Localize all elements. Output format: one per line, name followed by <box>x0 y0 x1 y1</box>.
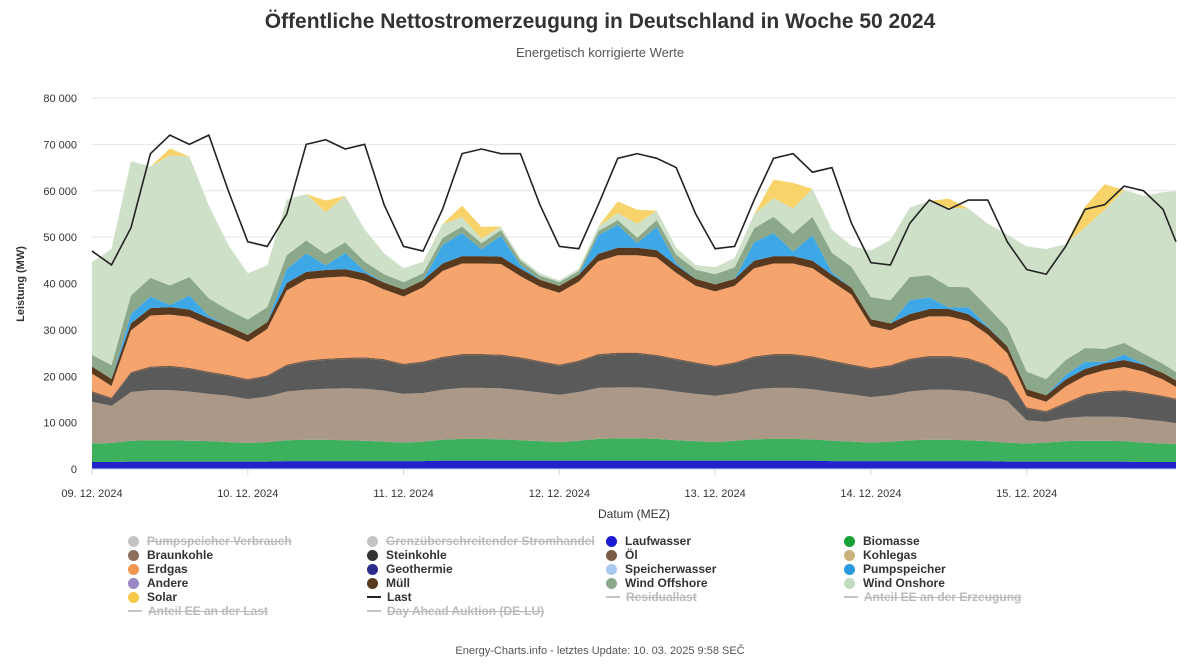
x-tick-label: 14. 12. 2024 <box>840 488 901 500</box>
legend-label: Day Ahead Auktion (DE-LU) <box>387 604 545 618</box>
y-tick-label: 40 000 <box>43 279 77 291</box>
legend-label: Kohlegas <box>863 548 918 562</box>
legend-item-müll[interactable]: Müll <box>367 576 410 590</box>
area-biomasse[interactable] <box>92 438 1176 463</box>
legend-item-biomasse[interactable]: Biomasse <box>844 534 920 548</box>
legend-marker <box>367 535 378 547</box>
legend-label: Steinkohle <box>386 548 447 562</box>
legend-marker <box>367 596 381 598</box>
x-tick-label: 12. 12. 2024 <box>529 488 590 500</box>
legend-marker <box>844 549 855 561</box>
legend-marker <box>606 577 617 589</box>
legend-label: Pumpspeicher <box>863 562 946 576</box>
area-braunkohle[interactable] <box>92 387 1176 444</box>
legend-label: Laufwasser <box>625 534 692 548</box>
legend-item-erdgas[interactable]: Erdgas <box>128 562 188 576</box>
legend-label: Geothermie <box>386 562 453 576</box>
legend-item-solar[interactable]: Solar <box>128 590 177 604</box>
legend-label: Braunkohle <box>147 548 214 562</box>
legend-item-pumpspeicher-verbrauch[interactable]: Pumpspeicher Verbrauch <box>128 534 292 548</box>
legend-label: Grenzüberschreitender Stromhandel <box>386 534 595 548</box>
legend-marker <box>844 596 858 598</box>
legend-item-day-ahead-auktion-de-lu-[interactable]: Day Ahead Auktion (DE-LU) <box>367 604 544 618</box>
area-steinkohle[interactable] <box>92 353 1176 424</box>
legend-item-wind-onshore[interactable]: Wind Onshore <box>844 576 945 590</box>
legend-label: Residuallast <box>626 590 697 604</box>
legend-marker <box>606 535 617 547</box>
legend-label: Erdgas <box>147 562 188 576</box>
area-wind-onshore[interactable] <box>92 155 1176 380</box>
legend-item-öl[interactable]: Öl <box>606 548 638 562</box>
legend-label: Last <box>387 590 412 604</box>
legend-marker <box>128 535 139 547</box>
legend-item-wind-offshore[interactable]: Wind Offshore <box>606 576 708 590</box>
legend-marker <box>367 577 378 589</box>
legend-label: Müll <box>386 576 410 590</box>
x-tick-label: 15. 12. 2024 <box>996 488 1057 500</box>
legend-item-braunkohle[interactable]: Braunkohle <box>128 548 213 562</box>
y-tick-label: 70 000 <box>43 139 77 151</box>
x-axis-label: Datum (MEZ) <box>598 507 670 521</box>
chart-title: Öffentliche Nettostromerzeugung in Deuts… <box>264 10 936 33</box>
area-erdgas[interactable] <box>92 255 1176 412</box>
legend-label: Biomasse <box>863 534 920 548</box>
legend-marker <box>606 596 620 598</box>
x-tick-label: 10. 12. 2024 <box>217 488 278 500</box>
legend-item-residuallast[interactable]: Residuallast <box>606 590 697 604</box>
y-tick-label: 10 000 <box>43 418 77 430</box>
y-tick-label: 30 000 <box>43 325 77 337</box>
legend-marker <box>844 535 855 547</box>
legend-marker <box>128 563 139 575</box>
legend-item-anteil-ee-an-der-last[interactable]: Anteil EE an der Last <box>128 604 268 618</box>
y-tick-label: 50 000 <box>43 232 77 244</box>
legend-marker <box>128 591 139 603</box>
legend-marker <box>128 610 142 612</box>
legend-marker <box>128 577 139 589</box>
y-tick-label: 0 <box>71 464 77 476</box>
y-axis-label: Leistung (MW) <box>15 246 27 322</box>
chart-plot[interactable]: 0 10 000 20 000 30 000 40 000 50 000 60 000 70 … <box>0 0 1200 530</box>
line-last[interactable] <box>91 133 1177 276</box>
legend-item-pumpspeicher[interactable]: Pumpspeicher <box>844 562 946 576</box>
legend-label: Pumpspeicher Verbrauch <box>147 534 292 548</box>
footer-credit: Energy-Charts.info - letztes Update: 10.… <box>455 645 745 657</box>
legend-label: Wind Offshore <box>625 576 708 590</box>
legend-label: Solar <box>147 590 178 604</box>
legend-marker <box>367 610 381 612</box>
legend-item-speicherwasser[interactable]: Speicherwasser <box>606 562 716 576</box>
area-laufwasser[interactable] <box>92 460 1176 469</box>
legend-item-last[interactable]: Last <box>367 590 412 604</box>
legend-marker <box>367 563 378 575</box>
legend-marker <box>606 549 617 561</box>
legend-marker <box>128 549 139 561</box>
legend-label: Anteil EE an der Erzeugung <box>864 590 1022 604</box>
legend-item-andere[interactable]: Andere <box>128 576 188 590</box>
legend-marker <box>844 577 855 589</box>
chart-subtitle: Energetisch korrigierte Werte <box>515 45 685 60</box>
legend-marker <box>844 563 855 575</box>
x-tick-label: 11. 12. 2024 <box>373 488 433 500</box>
legend-item-grenzüberschreitender-stromhandel[interactable]: Grenzüberschreitender Stromhandel <box>367 534 595 548</box>
legend-marker <box>606 563 617 575</box>
x-tick-label: 13. 12. 2024 <box>685 488 746 500</box>
legend-item-laufwasser[interactable]: Laufwasser <box>606 534 691 548</box>
legend-item-geothermie[interactable]: Geothermie <box>367 562 453 576</box>
legend-label: Andere <box>147 576 189 590</box>
legend-label: Speicherwasser <box>625 562 717 576</box>
area-wind-offshore[interactable] <box>92 216 1176 396</box>
y-tick-label: 80 000 <box>43 93 77 105</box>
legend-label: Öl <box>625 548 638 562</box>
legend-label: Anteil EE an der Last <box>148 604 269 618</box>
legend-item-steinkohle[interactable]: Steinkohle <box>367 548 447 562</box>
area-pumpspeicher[interactable] <box>92 224 1176 396</box>
legend-marker <box>367 549 378 561</box>
area-solar[interactable] <box>92 148 1176 281</box>
legend-item-anteil-ee-an-der-erzeugung[interactable]: Anteil EE an der Erzeugung <box>844 590 1021 604</box>
legend-label: Wind Onshore <box>863 576 945 590</box>
y-tick-label: 60 000 <box>43 186 77 198</box>
legend-item-kohlegas[interactable]: Kohlegas <box>844 548 917 562</box>
x-tick-label: 09. 12. 2024 <box>61 488 122 500</box>
y-tick-label: 20 000 <box>43 371 77 383</box>
